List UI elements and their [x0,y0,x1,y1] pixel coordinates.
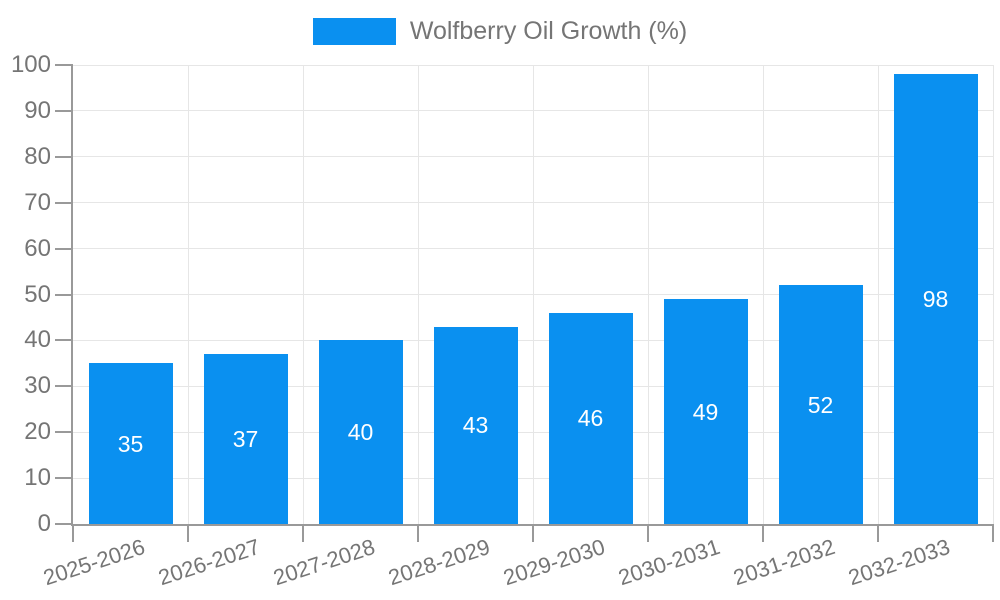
bar-value-label: 46 [577,405,604,432]
y-tick [55,293,73,296]
x-tick [647,524,649,542]
bar-value-label: 37 [232,426,259,453]
v-gridline [877,65,879,524]
x-tick [417,524,419,542]
y-tick [55,247,73,250]
bar [548,312,633,524]
bar-value-label: 52 [807,391,834,418]
x-tick-label: 2028-2029 [385,534,494,591]
bar-value-label: 40 [347,419,374,446]
bar [663,299,748,524]
x-tick-label: 2026-2027 [155,534,264,591]
y-tick-label: 50 [24,280,51,308]
y-tick [55,64,73,66]
x-tick-label: 2029-2030 [500,534,609,591]
y-tick-label: 0 [37,510,51,537]
x-tick [302,524,304,542]
v-gridline [302,65,304,524]
x-axis-line [71,524,993,526]
y-tick-label: 20 [24,418,51,446]
bar [433,326,518,524]
x-tick-label: 2032-2033 [845,534,954,591]
y-tick-label: 70 [24,188,51,216]
bar-value-label: 49 [692,398,719,425]
legend-swatch [312,17,396,45]
v-gridline [647,65,649,524]
bar [778,285,863,524]
v-gridline [532,65,534,524]
x-tick [187,524,189,542]
y-tick-label: 80 [24,142,51,170]
legend: Wolfberry Oil Growth (%) [0,14,1000,48]
v-gridline [187,65,189,524]
x-tick [532,524,534,542]
y-tick-label: 60 [24,234,51,262]
y-tick [55,477,73,480]
bar-value-label: 35 [117,430,144,457]
x-tick-label: 2030-2031 [615,534,724,591]
bar [88,363,173,524]
x-tick-label: 2025-2026 [40,534,149,591]
x-tick-label: 2027-2028 [270,534,379,591]
y-tick-label: 40 [24,326,51,354]
x-tick [992,524,994,542]
y-tick [55,431,73,434]
legend-label: Wolfberry Oil Growth (%) [409,16,688,45]
y-tick-label: 10 [24,464,51,492]
bar-value-label: 98 [922,286,949,313]
y-tick-label: 30 [24,372,51,400]
x-tick [762,524,764,542]
y-tick [55,385,73,388]
bar [893,74,978,524]
v-gridline [417,65,419,524]
y-tick-label: 100 [10,51,51,78]
bar [318,340,403,524]
bar-value-label: 43 [462,412,489,439]
y-tick [55,155,73,158]
y-tick [55,339,73,342]
x-tick [72,524,74,542]
y-tick [55,109,73,112]
y-axis-line [71,65,73,526]
y-tick [55,523,73,525]
v-gridline [992,65,994,524]
y-tick [55,201,73,204]
v-gridline [762,65,764,524]
y-tick-label: 90 [24,96,51,124]
x-tick-label: 2031-2032 [730,534,839,591]
x-tick [877,524,879,542]
bar [203,354,288,524]
